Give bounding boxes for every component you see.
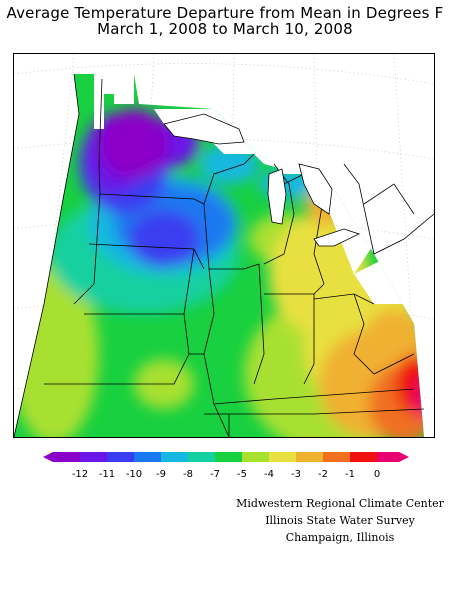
lake-michigan (267, 168, 287, 225)
legend-swatch (377, 452, 399, 462)
legend-tick-label: -1 (345, 469, 355, 480)
lake-superior (163, 113, 245, 145)
legend-swatch (269, 452, 296, 462)
legend-swatch (134, 452, 161, 462)
map-svg (14, 54, 434, 437)
credit-line-3: Champaign, Illinois (285, 531, 395, 544)
legend-tick-label: -10 (126, 469, 142, 480)
legend-tick-label: -4 (264, 469, 274, 480)
legend-swatch (107, 452, 134, 462)
credits: Midwestern Regional Climate Center Illin… (230, 495, 450, 546)
lake-huron (298, 163, 333, 215)
legend-tick-label: -9 (156, 469, 166, 480)
legend-tick-label: 0 (374, 469, 380, 480)
legend-swatch (80, 452, 107, 462)
legend-swatch (323, 452, 350, 462)
credit-line-1: Midwestern Regional Climate Center (236, 497, 444, 510)
map-title: Average Temperature Departure from Mean … (0, 5, 450, 37)
temperature-field (14, 74, 424, 437)
legend-tick-label: -11 (99, 469, 115, 480)
legend-swatch (188, 452, 215, 462)
legend-tick-label: -8 (183, 469, 193, 480)
color-legend: -12 -11 -10 -9 -8 -7 -5 -4 -3 -2 -1 0 (43, 451, 409, 481)
legend-svg: -12 -11 -10 -9 -8 -7 -5 -4 -3 -2 -1 0 (43, 452, 409, 480)
legend-swatch (242, 452, 269, 462)
credit-line-2: Illinois State Water Survey (265, 514, 415, 527)
legend-colorbar (43, 452, 409, 462)
legend-tick-label: -5 (237, 469, 247, 480)
temperature-map (13, 53, 435, 438)
legend-swatch (350, 452, 377, 462)
legend-tick-label: -12 (72, 469, 88, 480)
legend-arrow-right (399, 452, 409, 462)
lake-erie (313, 228, 361, 247)
legend-swatch (161, 452, 188, 462)
legend-tick-label: -3 (291, 469, 301, 480)
legend-ticks: -12 -11 -10 -9 -8 -7 -5 -4 -3 -2 -1 0 (72, 469, 380, 480)
legend-tick-label: -2 (318, 469, 328, 480)
legend-swatch (215, 452, 242, 462)
great-lakes (163, 113, 361, 247)
state-boundaries (14, 73, 434, 437)
legend-swatch (296, 452, 323, 462)
legend-swatch (53, 452, 80, 462)
legend-tick-label: -7 (210, 469, 220, 480)
title-line-1: Average Temperature Departure from Mean … (6, 4, 444, 22)
legend-arrow-left (43, 452, 53, 462)
title-line-2: March 1, 2008 to March 10, 2008 (97, 20, 353, 38)
